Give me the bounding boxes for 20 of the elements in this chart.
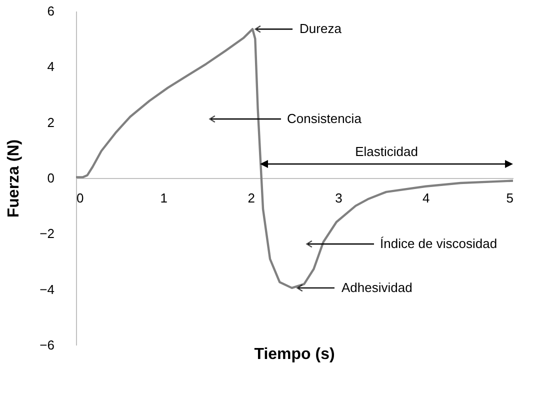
x-axis-title: Tiempo (s) (254, 346, 335, 363)
y-tick-label: 2 (47, 114, 54, 130)
x-tick-label: 2 (248, 190, 255, 206)
annotation: Elasticidad (355, 144, 418, 159)
y-tick-label: 6 (47, 4, 54, 18)
y-axis-title: Fuerza (N) (6, 139, 23, 218)
x-tick-label: 5 (506, 190, 514, 206)
y-tick-label: 0 (47, 170, 54, 186)
x-tick-label: 3 (335, 190, 342, 206)
annotation: Índice de viscosidad (380, 236, 498, 251)
annotation: Dureza (300, 21, 342, 36)
x-tick-label: 1 (160, 190, 168, 206)
x-tick-label: 4 (422, 190, 430, 206)
annotation: Adhesividad (342, 280, 412, 295)
y-tick-label: −2 (40, 226, 54, 242)
y-tick-label: 4 (47, 59, 54, 74)
x-tick-label: 0 (76, 190, 84, 206)
y-tick-label: −4 (40, 282, 54, 297)
y-tick-label: −6 (40, 338, 54, 352)
annotation: Consistencia (287, 111, 362, 126)
